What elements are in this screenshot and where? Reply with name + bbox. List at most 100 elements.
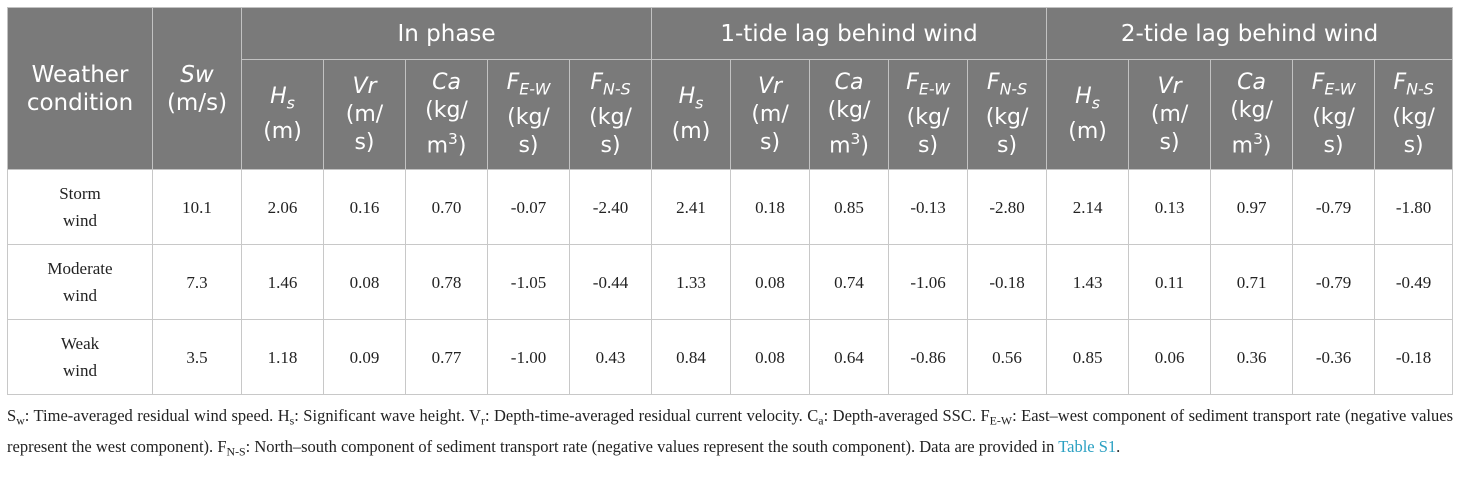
subheader-variable: Hs (1049, 83, 1126, 118)
subheader-unit-line: (kg/ (1213, 97, 1290, 125)
subheader-unit-line: (m/ (733, 101, 807, 129)
sw-cell: 10.1 (152, 169, 242, 245)
subheader-unit-text: s) (997, 132, 1018, 158)
subheader-lag1-fn-s: FN-S (kg/s) (967, 59, 1048, 170)
footnote-symbol-subscript: N-S (226, 444, 246, 459)
subheader-unit-text: s) (518, 132, 539, 158)
header-sw-var: Sw (180, 61, 214, 88)
footnote-text: : Depth-time-averaged residual current v… (484, 406, 808, 425)
value-cell-in-phase: -1.00 (487, 319, 570, 395)
footnote-text: : North–south component of sediment tran… (245, 436, 1059, 456)
group-1-tide-lag: 1-tide lag behind wind (651, 7, 1048, 60)
weather-condition-line: Moderate (47, 259, 113, 278)
subheader-var-symbol: F (1393, 70, 1407, 96)
footnote-symbol-subscript: r (480, 413, 485, 428)
subheader-unit-text: (kg/ (425, 97, 468, 123)
value-cell-lag1: -1.06 (888, 244, 969, 320)
value-cell-lag2: 1.43 (1046, 244, 1130, 320)
subheader-unit-line: s) (733, 129, 807, 157)
subheader-variable: FE-W (490, 69, 567, 104)
subheader-unit-line: m3) (812, 125, 886, 160)
weather-condition-cell: Storm wind (7, 169, 153, 245)
subheader-var-subscript: N-S (999, 79, 1028, 99)
subheader-var-subscript: s (695, 93, 704, 113)
value-cell-lag1: 0.18 (730, 169, 811, 245)
subheader-unit-line: s) (326, 129, 403, 157)
subheader-variable: FN-S (572, 69, 649, 104)
group-2-tide-lag: 2-tide lag behind wind (1046, 7, 1454, 60)
subheader-unit-text: s) (918, 132, 939, 158)
subheader-var-symbol: F (506, 70, 520, 96)
value-cell-in-phase: 1.18 (241, 319, 324, 395)
value-cell-lag1: 0.56 (967, 319, 1048, 395)
value-cell-lag1: 1.33 (651, 244, 732, 320)
subheader-unit-line: (m/ (1131, 101, 1208, 129)
value-cell-in-phase: 0.70 (405, 169, 488, 245)
footnote-text: : Significant wave height. (294, 406, 470, 425)
subheader-unit-line: (m) (654, 118, 728, 146)
value-cell-lag2: 0.36 (1210, 319, 1294, 395)
subheader-unit-line: (kg/ (408, 97, 485, 125)
table-row: Weak wind 3.5 1.18 0.09 0.77 -1.00 0.43 0.84 0.08… (7, 319, 1454, 395)
value-cell-lag2: -1.80 (1374, 169, 1454, 245)
footnote-symbol-subscript: E-W (989, 413, 1013, 428)
value-cell-in-phase: 0.78 (405, 244, 488, 320)
table-s1-link[interactable]: Table S1 (1058, 436, 1117, 456)
value-cell-lag1: 2.41 (651, 169, 732, 245)
results-table: Weather condition Sw (m/s) In phase 1-ti… (7, 7, 1454, 395)
subheader-unit-text: ) (860, 133, 869, 159)
footnote-symbol-subscript: w (16, 413, 25, 428)
subheader-var-subscript: E-W (1324, 79, 1356, 99)
subheader-unit-text: (m) (671, 118, 711, 144)
subheader-unit-text: s) (760, 129, 781, 155)
value-cell-lag2: 2.14 (1046, 169, 1130, 245)
subheader-unit-line: s) (891, 132, 965, 160)
subheader-var-symbol: H (678, 84, 696, 110)
value-cell-in-phase: 1.46 (241, 244, 324, 320)
subheader-in-phase-hs: Hs (m) (241, 59, 324, 170)
subheader-unit-text: (kg/ (985, 104, 1029, 130)
value-cell-lag1: -0.18 (967, 244, 1048, 320)
footnote-symbol-subscript: s (289, 413, 295, 428)
value-cell-lag1: 0.84 (651, 319, 732, 395)
subheader-variable: Vr (733, 73, 807, 101)
subheader-unit-line: (kg/ (490, 104, 567, 132)
subheader-unit-line: s) (490, 132, 567, 160)
group-in-phase: In phase (240, 7, 653, 60)
subheader-variable: Vr (1131, 73, 1208, 101)
subheader-variable: FN-S (1377, 69, 1450, 104)
table-row: Moderate wind 7.3 1.46 0.08 0.78 -1.05 -0.44 1.3… (7, 244, 1454, 320)
subheader-lag2-ca: Ca (kg/m3) (1210, 59, 1294, 170)
subheader-unit-line: (kg/ (572, 104, 649, 132)
subheader-unit-line: (m/ (326, 101, 403, 129)
subheader-unit-line: (kg/ (1377, 104, 1450, 132)
table-header: Weather condition Sw (m/s) In phase 1-ti… (7, 7, 1454, 170)
subheader-variable: Hs (654, 83, 728, 118)
subheader-lag2-fe-w: FE-W (kg/s) (1292, 59, 1376, 170)
subheader-var-subscript: s (286, 93, 295, 113)
subheader-var-symbol: Ca (834, 69, 864, 95)
subheader-variable: Hs (244, 83, 321, 118)
header-weather-line2: condition (26, 89, 134, 116)
value-cell-lag1: -2.80 (967, 169, 1048, 245)
subheader-variable: Ca (1213, 69, 1290, 97)
subheader-var-symbol: Vr (1157, 73, 1182, 99)
value-cell-lag2: 0.85 (1046, 319, 1130, 395)
sw-cell: 7.3 (152, 244, 242, 320)
subheader-unit-text: s) (600, 132, 621, 158)
value-cell-lag2: -0.49 (1374, 244, 1454, 320)
subheader-var-symbol: H (1075, 84, 1092, 110)
weather-condition-line: wind (63, 361, 97, 380)
subheader-var-symbol: F (1311, 70, 1325, 96)
subheader-in-phase-fn-s: FN-S (kg/s) (568, 59, 653, 170)
subheader-unit-text: m (829, 133, 851, 159)
value-cell-lag1: -0.86 (888, 319, 969, 395)
value-cell-lag2: -0.18 (1374, 319, 1454, 395)
value-cell-in-phase: 0.43 (568, 319, 653, 395)
subheader-unit-text: (m/ (1150, 101, 1189, 127)
value-cell-lag2: 0.11 (1128, 244, 1212, 320)
subheader-row: Hs (m) Vr (m/s) Ca (kg/m3) FE-W (kg/s) FN-S (kg/s… (8, 59, 1454, 170)
subheader-unit-line: m3) (408, 125, 485, 160)
weather-condition-line: Storm (59, 184, 101, 203)
subheader-var-subscript: E-W (519, 79, 551, 99)
